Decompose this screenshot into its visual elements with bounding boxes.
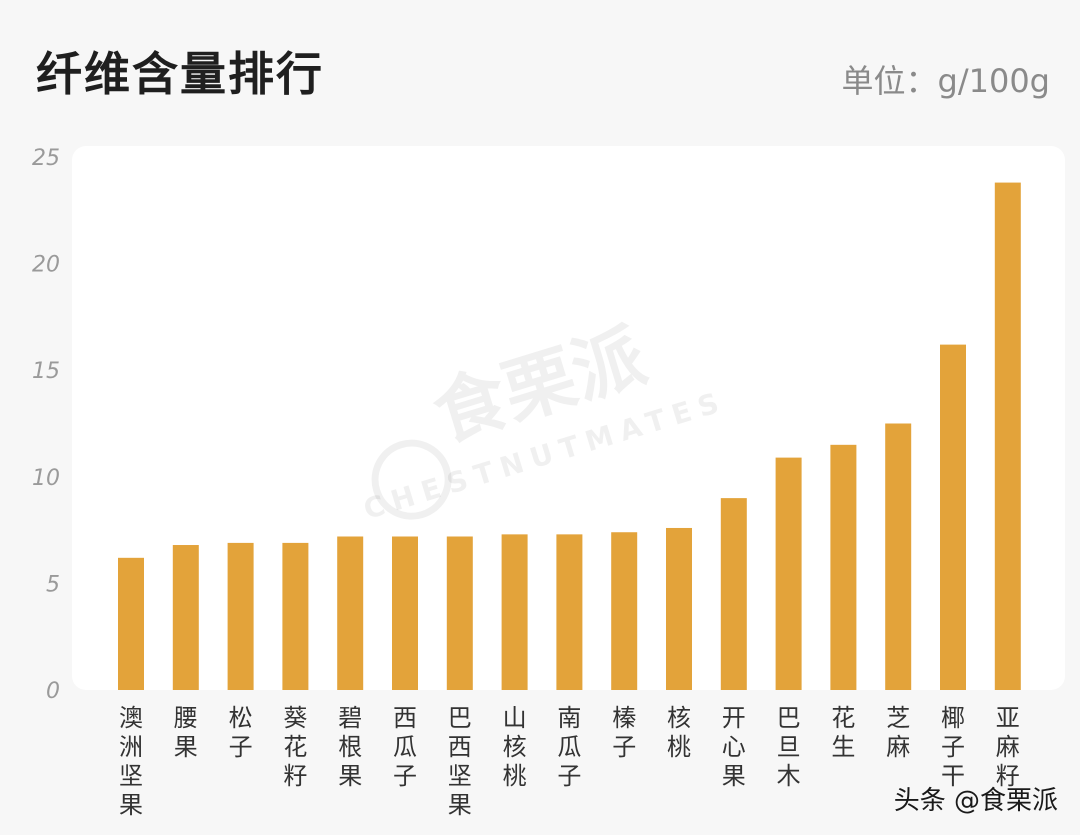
x-tick-label: 亚麻籽 [996,704,1020,790]
bar [172,545,199,690]
bar [501,534,528,690]
credit-text: 头条 @食栗派 [893,786,1058,816]
chart-title: 纤维含量排行 [36,47,324,101]
x-tick-label: 花生 [831,704,855,761]
y-tick-label: 15 [32,359,60,384]
x-tick-label: 山核桃 [503,704,527,790]
x-tick-label: 芝麻 [886,704,910,761]
x-tick-label: 榛子 [612,704,636,761]
x-tick-label: 椰子干 [941,704,965,790]
x-tick-label: 核桃 [667,704,691,761]
x-tick-label: 碧根果 [338,704,362,790]
bar [392,536,418,690]
bar [118,557,144,690]
bar [227,542,254,690]
x-tick-label: 开心果 [722,704,746,790]
x-tick-label: 西瓜子 [393,704,417,790]
y-tick-label: 25 [32,146,60,171]
y-tick-label: 10 [32,466,60,491]
bar [666,527,692,690]
x-tick-label: 葵花籽 [283,704,307,790]
y-tick-label: 0 [46,679,60,704]
bar [830,444,857,690]
x-tick-label: 松子 [229,704,253,761]
y-tick-label: 20 [32,253,60,278]
bar [994,182,1021,691]
y-tick-label: 5 [46,572,60,597]
bar [885,423,912,690]
x-tick-label: 澳洲坚果 [119,704,143,819]
x-tick-label: 巴旦木 [777,704,801,790]
x-tick-label: 南瓜子 [557,704,581,790]
bar [282,542,309,690]
unit-label: 单位：g/100g [841,62,1051,100]
bar [611,532,638,690]
x-tick-label: 腰果 [174,704,198,761]
bar [720,498,747,690]
x-tick-label: 巴西坚果 [448,704,472,819]
bar [775,457,802,690]
bar [446,536,473,690]
bar [940,344,966,690]
bar [337,536,364,690]
bar [556,534,583,690]
